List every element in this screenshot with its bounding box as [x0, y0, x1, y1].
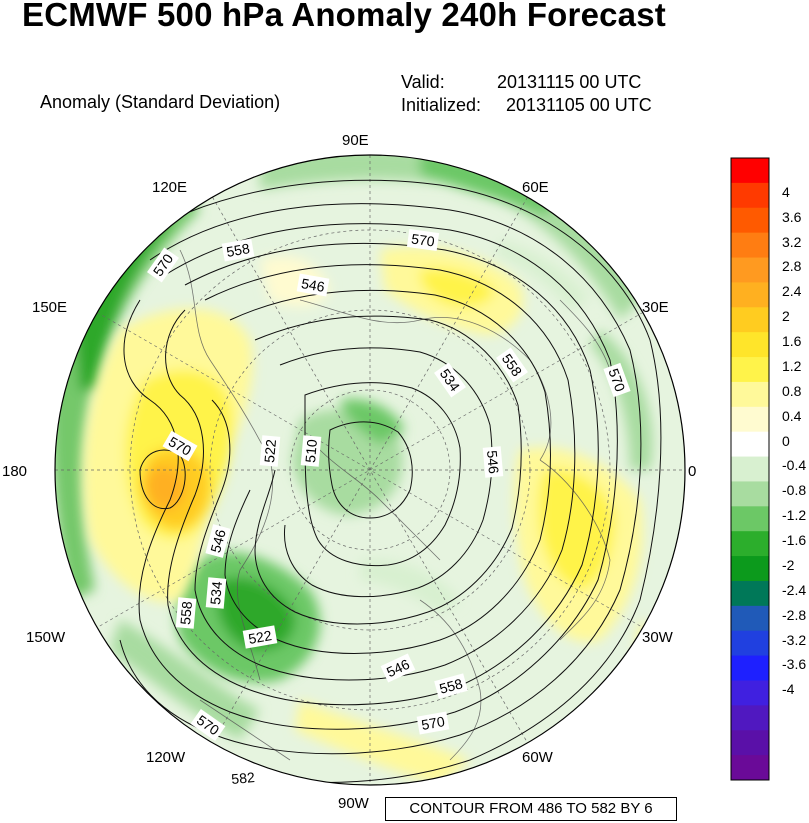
colorbar-tick-label: 0.8 [782, 382, 802, 399]
colorbar-swatch [731, 282, 769, 308]
colorbar [730, 157, 770, 781]
lon-label-180: 180 [2, 463, 27, 480]
colorbar-tick-label: -1.6 [782, 532, 807, 549]
contour-label: 558 [438, 675, 465, 697]
colorbar-swatch [731, 431, 769, 458]
colorbar-tick-label: 3.6 [782, 208, 802, 225]
lon-label-30w: 30W [642, 629, 674, 646]
colorbar-tick-label: -2.8 [782, 606, 807, 623]
colorbar-tick-label: 1.6 [782, 333, 802, 350]
colorbar-swatch [731, 755, 769, 781]
lon-label-120e: 120E [152, 179, 187, 196]
contour-label: 522 [261, 438, 279, 463]
contour-label: 558 [225, 240, 251, 260]
map-boundary [54, 154, 686, 786]
contour-label: 546 [207, 527, 229, 554]
valid-row: Valid: 20131115 00 UTC [401, 72, 641, 93]
contour-label: 570 [410, 230, 436, 249]
lon-label-90e: 90E [342, 132, 369, 149]
lon-label-0: 0 [688, 463, 696, 480]
colorbar-swatch [731, 556, 769, 582]
lon-label-30e: 30E [642, 299, 669, 316]
colorbar-swatch [731, 531, 769, 557]
contour-label: 534 [207, 580, 225, 605]
colorbar-swatch [731, 406, 769, 433]
longitude-labels: 90E 60E 30E 0 30W 60W 90W 120W 150W 180 … [2, 132, 696, 812]
colorbar-swatch [731, 307, 769, 333]
colorbar-swatch [731, 655, 769, 681]
colorbar-tick-label: -2 [782, 556, 795, 573]
colorbar-swatch [731, 232, 769, 259]
initialized-label: Initialized: [401, 95, 482, 115]
colorbar-tick-label: -1.2 [782, 507, 807, 524]
initialized-row: Initialized: 20131105 00 UTC [401, 95, 652, 116]
lon-label-60e: 60E [522, 179, 549, 196]
contour-info-box: CONTOUR FROM 486 TO 582 BY 6 [385, 797, 677, 821]
colorbar-tick-label: -3.6 [782, 656, 807, 673]
colorbar-tick-label: 2 [782, 308, 790, 325]
colorbar-swatch [731, 680, 769, 706]
colorbar-tick-label: 1.2 [782, 357, 802, 374]
colorbar-swatch [731, 580, 769, 607]
colorbar-swatch [731, 730, 769, 756]
colorbar-tick-label: 4 [782, 183, 790, 200]
colorbar-tick-label: -3.2 [782, 631, 807, 648]
contour-label: 570 [605, 366, 628, 394]
lon-label-120w: 120W [146, 749, 186, 766]
contour-label: 546 [484, 450, 502, 475]
colorbar-swatch [731, 158, 769, 184]
colorbar-tick-label: -0.8 [782, 482, 807, 499]
colorbar-swatch [731, 257, 769, 283]
colorbar-swatch [731, 357, 769, 383]
colorbar-swatch [731, 705, 769, 731]
lon-label-90w: 90W [338, 795, 370, 812]
colorbar-swatch [731, 182, 769, 209]
colorbar-swatch [731, 207, 769, 234]
colorbar-tick-label: 2.4 [782, 283, 802, 300]
contour-label: 570 [420, 713, 446, 733]
contour-label: 582 [231, 769, 256, 787]
colorbar-swatch [731, 506, 769, 532]
lon-label-60w: 60W [522, 749, 554, 766]
contour-label: 522 [247, 627, 273, 647]
colorbar-swatch [731, 381, 769, 408]
colorbar-tick-label: 2.8 [782, 258, 802, 275]
chart-subtitle: Anomaly (Standard Deviation) [40, 92, 281, 112]
valid-label: Valid: [401, 72, 445, 92]
contour-label: 510 [302, 438, 320, 463]
colorbar-tick-label: 0.4 [782, 407, 802, 424]
colorbar-tick-label: 0 [782, 432, 790, 449]
contour-label: 546 [300, 275, 326, 295]
contour-label: 558 [177, 600, 195, 625]
colorbar-swatch [731, 332, 769, 358]
colorbar-swatch [731, 630, 769, 657]
colorbar-frame [730, 157, 770, 781]
colorbar-swatch [731, 605, 769, 632]
lon-label-150e: 150E [32, 299, 67, 316]
colorbar-swatch [731, 481, 769, 507]
colorbar-tick-label: -4 [782, 681, 795, 698]
colorbar-tick-label: -0.4 [782, 457, 807, 474]
initialized-value: 20131105 00 UTC [506, 95, 652, 115]
colorbar-swatch [731, 456, 769, 482]
chart-title: ECMWF 500 hPa Anomaly 240h Forecast [22, 0, 666, 33]
colorbar-tick-label: 3.2 [782, 233, 802, 250]
lon-label-150w: 150W [26, 629, 66, 646]
graticule [55, 155, 685, 785]
colorbar-tick-label: -2.4 [782, 581, 807, 598]
valid-value: 20131115 00 UTC [497, 72, 642, 92]
